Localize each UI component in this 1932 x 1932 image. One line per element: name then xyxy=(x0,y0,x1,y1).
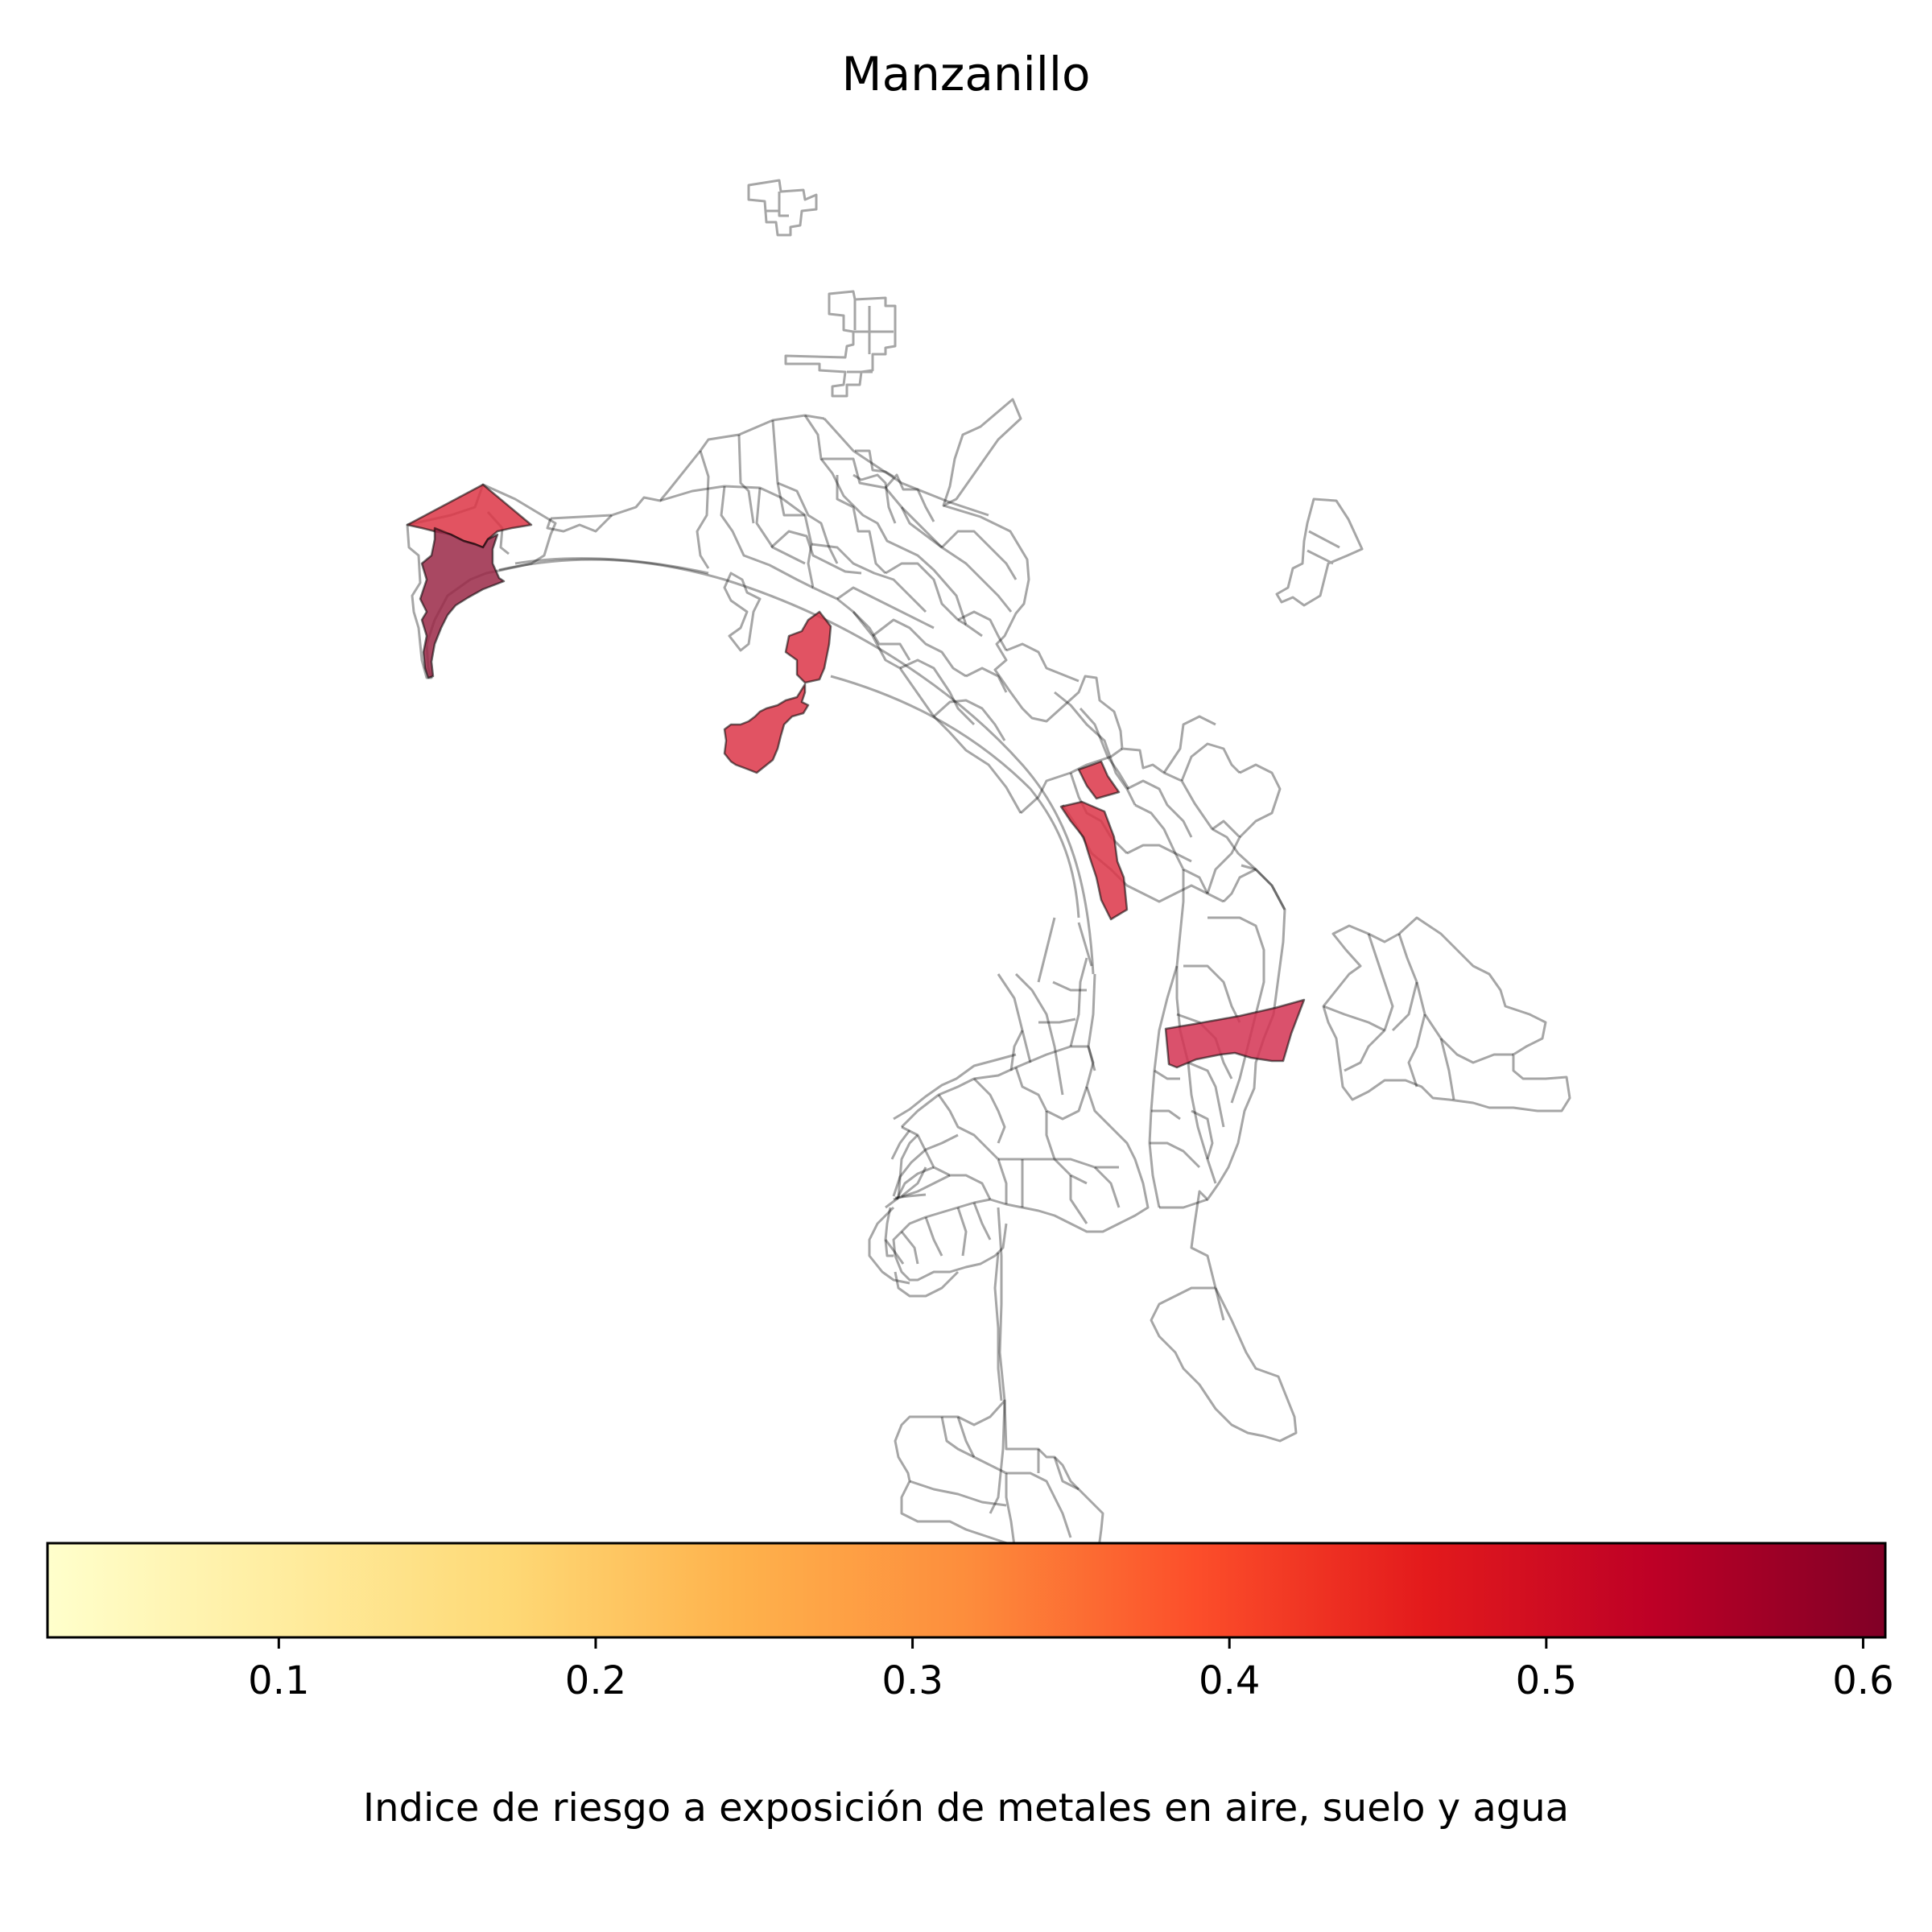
colorbar-label: Indice de riesgo a exposición de metales… xyxy=(362,1785,1570,1831)
colorbar-tick-label: 0.2 xyxy=(565,1658,626,1703)
region-southeast xyxy=(1164,998,1306,1069)
region-central-north xyxy=(784,610,832,684)
colorbar-gradient xyxy=(46,1542,1887,1639)
colorbar-tick-label: 0.3 xyxy=(881,1658,943,1703)
region-central-island xyxy=(723,683,810,774)
region-east-small xyxy=(1077,760,1121,800)
colorbar: 0.1 0.2 0.3 0.4 0.5 0.6 xyxy=(46,1542,1894,1703)
map-title: Manzanillo xyxy=(841,47,1091,101)
colorbar-tick-label: 0.1 xyxy=(248,1658,309,1703)
region-east-strip xyxy=(1059,800,1129,921)
colorbar-tick-label: 0.6 xyxy=(1832,1658,1893,1703)
colorbar-ticks: 0.1 0.2 0.3 0.4 0.5 0.6 xyxy=(248,1637,1894,1703)
highlighted-regions xyxy=(406,483,1306,1069)
region-west-peninsula-north xyxy=(406,483,533,549)
map-boundaries xyxy=(498,179,1571,1558)
colorbar-tick-label: 0.4 xyxy=(1199,1658,1260,1703)
region-west-peninsula-south xyxy=(419,526,506,679)
colorbar-tick-label: 0.5 xyxy=(1516,1658,1577,1703)
